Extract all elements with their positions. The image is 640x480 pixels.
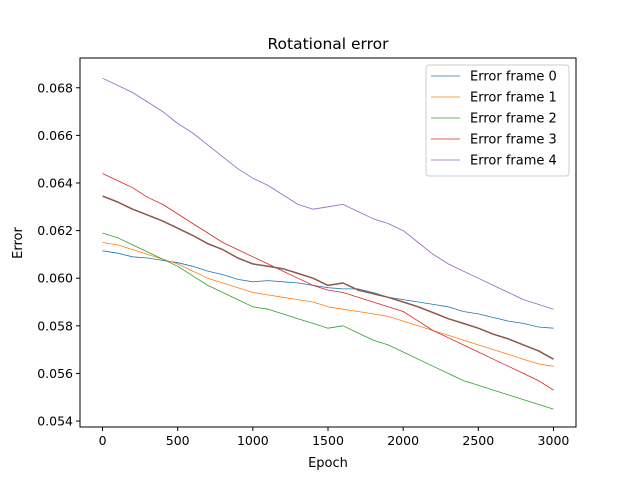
- x-axis-label: Epoch: [308, 456, 348, 471]
- plot-lines: [102, 77, 554, 410]
- legend-label: Error frame 3: [470, 133, 557, 148]
- series-line-0: [102, 250, 554, 329]
- x-tick-label: 2500: [462, 433, 494, 448]
- legend-label: Error frame 0: [470, 70, 557, 85]
- legend: Error frame 0 Error frame 1 Error frame 2 E…: [425, 64, 570, 177]
- y-tick-label: 0.064: [37, 175, 73, 190]
- legend-label: Error frame 2: [470, 112, 557, 127]
- legend-box: [425, 64, 570, 177]
- y-tick-label: 0.054: [37, 414, 73, 429]
- x-tick-label: 1500: [312, 433, 344, 448]
- x-tick-label: 3000: [538, 433, 570, 448]
- chart-title: Rotational error: [267, 35, 389, 53]
- y-tick-label: 0.058: [37, 318, 73, 333]
- series-line-4: [102, 77, 554, 310]
- x-axis-ticks: 0 500 1000 1500 2000 2500 3000: [99, 427, 570, 448]
- series-line-5: [102, 195, 554, 360]
- legend-label: Error frame 4: [470, 154, 557, 169]
- x-tick-label: 2000: [387, 433, 419, 448]
- y-axis-label: Error: [11, 227, 26, 259]
- y-tick-label: 0.056: [37, 366, 73, 381]
- series-line-1: [102, 242, 554, 367]
- y-axis-ticks: 0.054 0.056 0.058 0.060 0.062 0.064 0.066 0.068: [37, 80, 80, 429]
- y-tick-label: 0.066: [37, 128, 73, 143]
- y-tick-label: 0.060: [37, 271, 73, 286]
- x-tick-label: 0: [99, 433, 107, 448]
- x-tick-label: 500: [166, 433, 190, 448]
- y-tick-label: 0.068: [37, 80, 73, 95]
- legend-label: Error frame 1: [470, 91, 557, 106]
- series-line-2: [102, 232, 554, 410]
- y-tick-label: 0.062: [37, 223, 73, 238]
- x-tick-label: 1000: [237, 433, 269, 448]
- series-line-3: [102, 173, 554, 391]
